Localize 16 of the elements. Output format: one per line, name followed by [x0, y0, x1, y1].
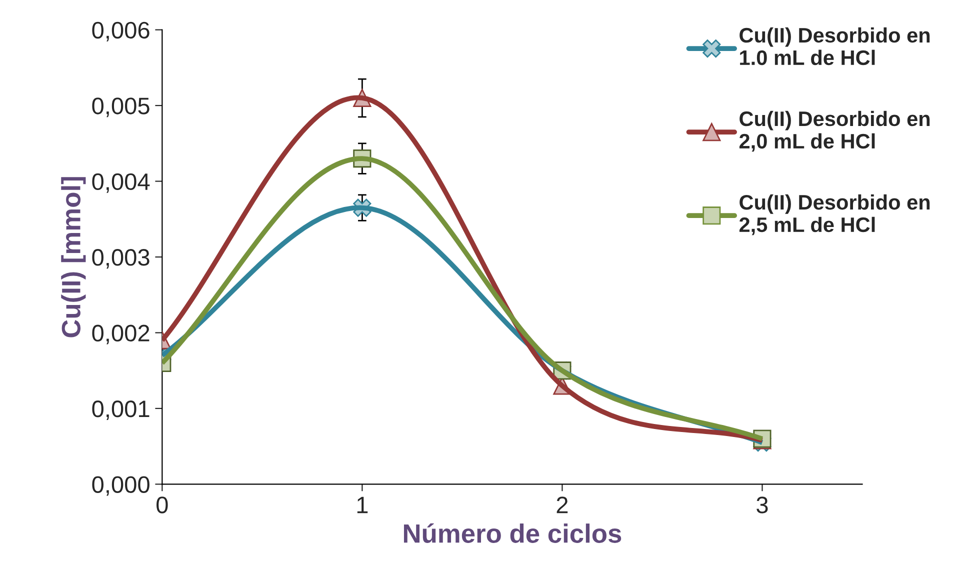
x-tick-label: 0 [156, 496, 168, 514]
legend-label: Cu(II) Desorbido en 2,5 mL de HCl [739, 194, 930, 236]
y-tick-label: 0,004 [92, 173, 150, 193]
y-tick-label: 0,005 [92, 98, 150, 118]
y-tick-label: 0,000 [92, 476, 150, 496]
y-axis-title: Cu(II) [mmol] [61, 177, 86, 338]
x-tick-label: 2 [556, 496, 568, 514]
y-tick-label: 0,003 [92, 249, 150, 269]
x-tick-label: 3 [756, 496, 768, 514]
y-tick-label: 0,006 [92, 22, 150, 42]
y-tick-label: 0,001 [92, 400, 150, 420]
legend-label: Cu(II) Desorbido en 2,0 mL de HCl [739, 110, 930, 152]
y-tick-label: 0,002 [92, 324, 150, 344]
x-tick-label: 1 [357, 496, 368, 514]
x-axis-title: Número de ciclos [404, 523, 622, 543]
legend-label: Cu(II) Desorbido en 1.0 mL de HCl [740, 27, 930, 66]
